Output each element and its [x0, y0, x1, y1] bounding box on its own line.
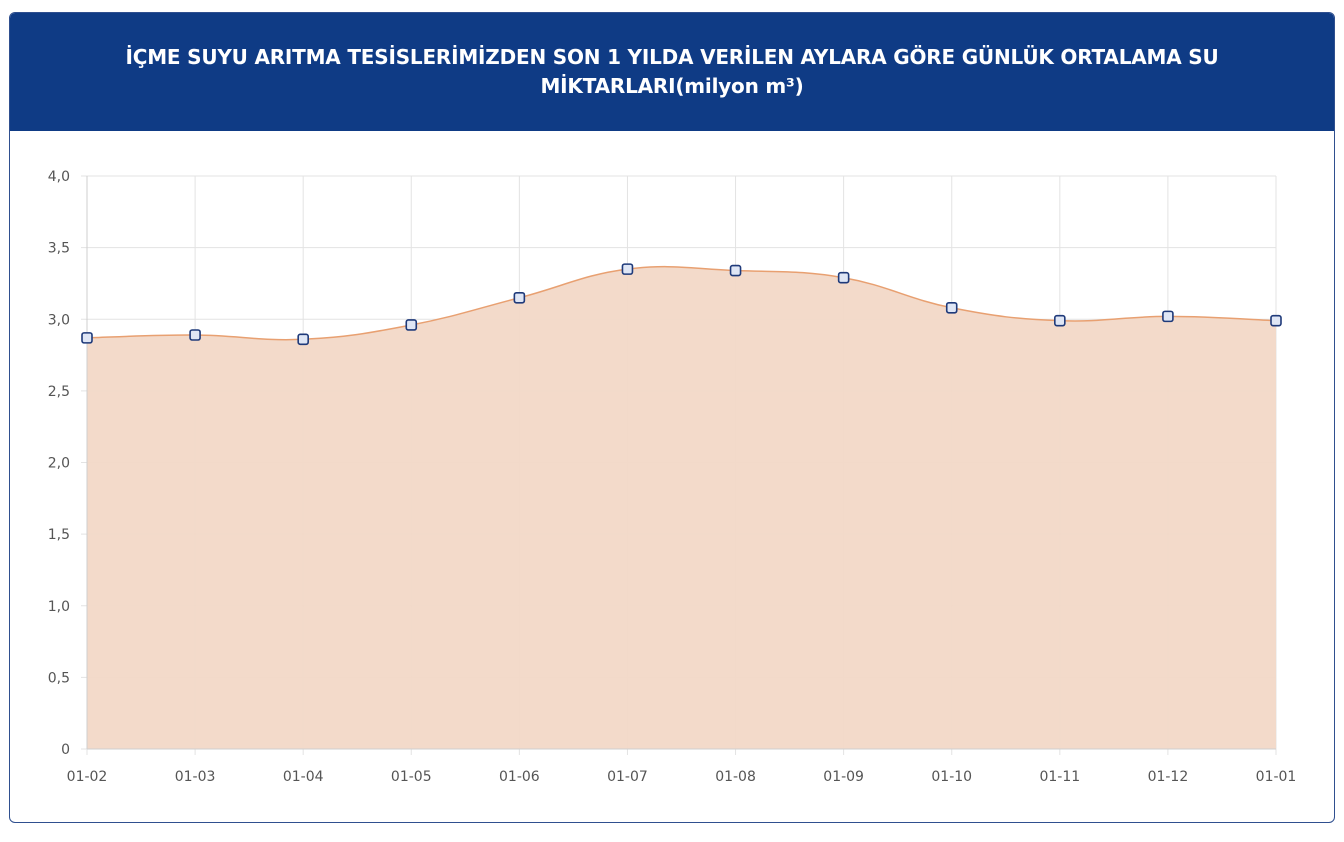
data-point-marker	[405, 319, 418, 331]
data-point-marker	[1162, 310, 1174, 323]
y-tick-label: 2,0	[48, 456, 70, 472]
y-tick-label: 2,5	[48, 384, 70, 400]
y-tick-label: 1,0	[48, 599, 70, 615]
data-point-marker	[189, 329, 201, 341]
x-tick-label: 01-11	[1039, 769, 1080, 785]
data-point-marker	[621, 263, 634, 275]
card-header: İÇME SUYU ARITMA TESİSLERİMİZDEN SON 1 Y…	[10, 13, 1334, 131]
data-point-marker	[1054, 314, 1066, 327]
series-line	[86, 265, 1277, 341]
y-tick-label: 3,5	[48, 241, 70, 257]
data-point-marker	[837, 271, 850, 284]
y-tick-label: 3,0	[48, 312, 70, 328]
x-tick-label: 01-07	[607, 769, 648, 785]
x-tick-label: 01-08	[715, 769, 756, 785]
y-tick-label: 4,0	[48, 169, 70, 185]
y-tick-label: 1,5	[48, 527, 70, 543]
y-tick-label: 0,5	[48, 670, 70, 686]
data-point-marker	[81, 332, 93, 344]
data-point-marker	[513, 291, 526, 304]
x-tick-label: 01-12	[1148, 769, 1189, 785]
x-tick-label: 01-01	[1256, 769, 1297, 785]
x-tick-label: 01-10	[931, 769, 972, 785]
chart-title: İÇME SUYU ARITMA TESİSLERİMİZDEN SON 1 Y…	[125, 45, 1219, 98]
data-point-marker	[945, 301, 958, 314]
x-tick-label: 01-02	[67, 769, 108, 785]
x-tick-label: 01-03	[175, 769, 216, 785]
x-tick-label: 01-06	[499, 769, 540, 785]
x-tick-label: 01-04	[283, 769, 324, 785]
x-tick-label: 01-09	[823, 769, 864, 785]
x-tick-label: 01-05	[391, 769, 432, 785]
data-point-marker	[1270, 314, 1282, 327]
series-area-fill	[87, 266, 1276, 749]
y-tick-label: 0	[61, 742, 70, 758]
data-point-marker	[729, 264, 742, 277]
data-point-marker	[297, 333, 309, 346]
